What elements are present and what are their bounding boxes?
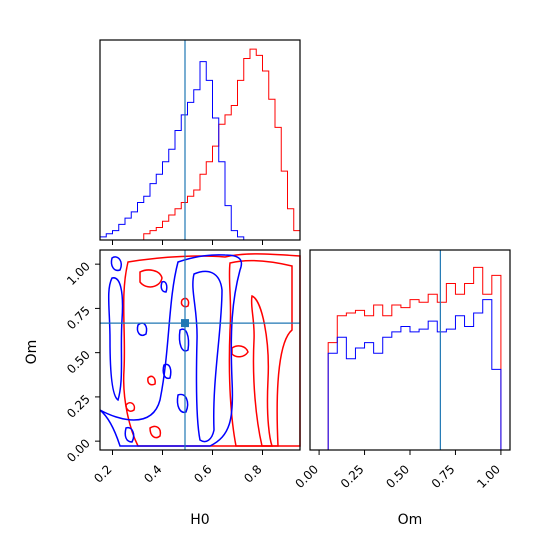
red-contour-island-5 [149, 425, 162, 439]
om-histogram-series [319, 266, 502, 451]
histogram-step-blue [319, 299, 502, 451]
histogram-step-red [319, 266, 502, 451]
red-contour-island-1 [139, 269, 163, 288]
blue-contour-island-7 [160, 280, 168, 293]
red-contour-island-4 [125, 402, 136, 412]
blue-contour-mid [192, 270, 223, 443]
panel-h0-histogram [99, 39, 301, 245]
om-histogram-axis-label: Om [398, 512, 423, 528]
blue-contour-outer [99, 254, 243, 447]
contour-frame [99, 249, 301, 451]
histogram-step-red [100, 48, 301, 241]
blue-contour-island-6 [124, 426, 135, 443]
red-contour-island-3 [147, 375, 156, 386]
h0-histogram-series [99, 48, 301, 241]
h0-axis-label: H0 [190, 512, 209, 528]
blue-contour-island-1 [110, 256, 123, 272]
h0-histogram-frame [99, 39, 301, 241]
red-contour-mid [228, 259, 293, 447]
red-contour-island-2 [231, 345, 249, 358]
om-axis-label: Om [24, 340, 40, 365]
contour-truth-marker [181, 319, 189, 328]
red-contour-inner [250, 294, 274, 447]
blue-contour-left [107, 277, 124, 402]
blue-contour-island-4 [162, 363, 172, 380]
histogram-step-blue [99, 61, 300, 241]
h0-histogram-ticks [112, 240, 263, 245]
blue-contour-island-5 [176, 393, 189, 414]
panel-contour: 0.2 0.4 0.6 0.80.000.250.500.751.00 H0 Om [24, 249, 301, 528]
